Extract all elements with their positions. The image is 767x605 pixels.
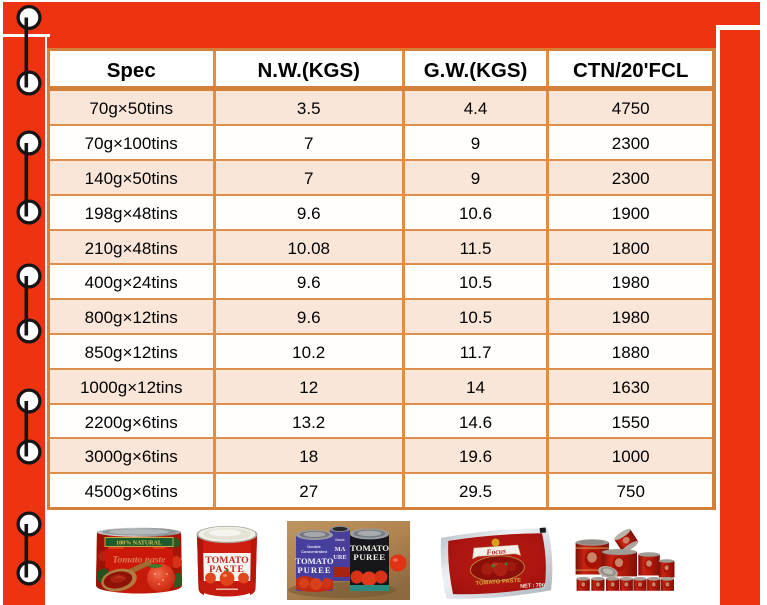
svg-text:TOMATO PASTE: TOMATO PASTE: [475, 578, 521, 587]
svg-text:TOMATO: TOMATO: [295, 556, 334, 566]
svg-text:TOMATO: TOMATO: [350, 543, 389, 553]
svg-text:100% NATURAL: 100% NATURAL: [116, 541, 162, 547]
svg-text:Double: Double: [307, 544, 321, 549]
svg-text:Concentrated: Concentrated: [301, 549, 327, 554]
svg-text:Focus: Focus: [486, 546, 506, 556]
svg-text:Doub: Doub: [335, 538, 345, 542]
svg-text:PUREE: PUREE: [297, 565, 331, 575]
svg-text:NET : 70g: NET : 70g: [520, 582, 545, 590]
svg-text:MA: MA: [335, 546, 346, 553]
svg-text:URE: URE: [333, 554, 347, 561]
svg-text:PUREE: PUREE: [353, 552, 385, 562]
svg-text:Tomato paste: Tomato paste: [112, 555, 166, 566]
svg-text:TOMATO: TOMATO: [205, 555, 249, 566]
